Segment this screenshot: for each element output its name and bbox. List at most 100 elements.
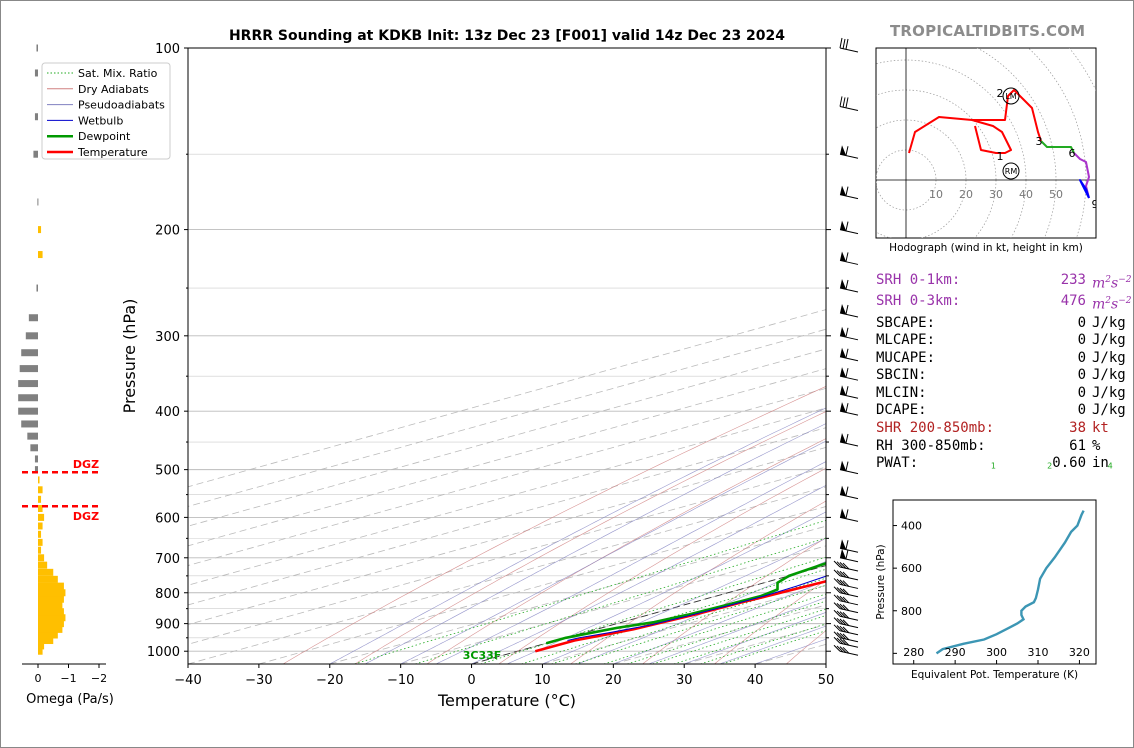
- omega-bar: [28, 314, 38, 322]
- omega-bar: [37, 198, 39, 206]
- omega-bar: [38, 631, 58, 639]
- index-row: SBCIN: 0 J/kg: [876, 367, 1131, 385]
- pseudoadiabat: [435, 461, 826, 664]
- barb-feather: [833, 636, 841, 644]
- hodograph-area: 10 20 30 40 50 1 2 3 6 9 RM LM: [876, 48, 1096, 238]
- index-label: SBCAPE:: [876, 314, 936, 331]
- omega-bar: [21, 349, 38, 357]
- dewpoint-profile: [545, 561, 826, 645]
- index-value: 233: [1060, 272, 1086, 288]
- theta-e-profile: [935, 510, 1085, 655]
- barb-feather: [845, 348, 849, 358]
- barb-feather: [845, 386, 849, 396]
- barb-feather: [839, 587, 847, 595]
- barb-flag: [840, 251, 846, 262]
- wind-barb: [833, 578, 859, 589]
- y-tick-label: 900: [155, 618, 180, 633]
- index-label: RH 300-850mb:: [876, 437, 986, 454]
- barb-staff: [839, 259, 859, 265]
- pseudoadiabat: [400, 440, 826, 664]
- index-value: 0: [1077, 367, 1086, 384]
- wind-barb: [833, 594, 859, 606]
- barb-staff: [839, 356, 859, 362]
- wind-barb: [839, 220, 859, 235]
- barb-feather: [836, 578, 844, 586]
- barb-feather: [833, 644, 841, 652]
- index-row: RH 300-850mb: 61%: [876, 438, 1131, 456]
- pseudoadiabat: [684, 612, 826, 664]
- barb-feather: [842, 633, 850, 641]
- omega-bar: [30, 444, 38, 452]
- wind-barb: [839, 279, 859, 293]
- barb-flag: [840, 548, 846, 559]
- barb-feather: [833, 569, 841, 577]
- barb-feather: [842, 580, 850, 587]
- dry-adiabat: [354, 411, 826, 664]
- x-tick-label: −10: [387, 673, 414, 688]
- surface-label: 3C33F: [463, 649, 502, 662]
- barb-feather: [845, 327, 849, 337]
- barb-feather: [839, 37, 843, 49]
- x-tick-label: −40: [174, 673, 201, 688]
- y-tick-label: 200: [155, 224, 180, 239]
- mixing-ratio-line: [415, 537, 826, 664]
- hodo-ring-label: 40: [1019, 188, 1033, 201]
- theta-e-x-tick-label: 280: [903, 646, 924, 659]
- wind-barb: [839, 251, 859, 265]
- wind-barb: [839, 304, 859, 318]
- barb-feather: [836, 637, 844, 645]
- barb-feather: [845, 146, 849, 156]
- hodo-height-label: 6: [1069, 147, 1076, 160]
- barb-feather: [842, 638, 850, 646]
- barb-flag: [840, 402, 846, 413]
- legend: Sat. Mix. Ratio Dry Adiabats Pseudoadiabat…: [41, 62, 171, 160]
- isotherm-line: [188, 348, 826, 527]
- theta-e-x-tick-label: 320: [1069, 646, 1090, 659]
- y-tick-label: 400: [155, 405, 180, 420]
- barb-feather: [839, 638, 847, 645]
- pseudoadiabat: [471, 484, 826, 664]
- x-axis-label: Temperature (°C): [437, 691, 576, 710]
- hodo-marker-label: LM: [1005, 92, 1016, 101]
- barb-staff: [839, 393, 859, 399]
- pseudoadiabat: [648, 597, 826, 664]
- index-row: SRH 0-3km: 476 m2s−2: [876, 293, 1131, 314]
- wind-barb: [839, 96, 859, 111]
- barb-feather: [833, 560, 841, 568]
- theta-e-frame: [892, 499, 1097, 665]
- barb-feather: [845, 549, 849, 559]
- barb-staff: [839, 194, 859, 200]
- barb-feather: [842, 571, 850, 579]
- omega-bar: [38, 554, 45, 562]
- mixing-ratio-label: 1: [991, 462, 996, 471]
- y-tick-label: 1000: [147, 645, 180, 660]
- omega-bar: [18, 380, 38, 388]
- hodo-segment: [1079, 179, 1090, 199]
- barb-feather: [839, 646, 847, 653]
- omega-bar: [38, 538, 43, 546]
- barb-feather: [842, 38, 846, 50]
- y-axis-label: Pressure (hPa): [120, 299, 139, 414]
- hodo-marker-ring: [1002, 162, 1020, 180]
- pseudoadiabat: [506, 511, 826, 664]
- barb-feather: [842, 626, 850, 634]
- wind-barb: [833, 631, 859, 643]
- omega-bar: [25, 332, 38, 340]
- index-unit: %: [1092, 437, 1101, 454]
- barb-staff: [839, 547, 859, 553]
- omega-bar: [38, 647, 43, 655]
- barb-feather: [836, 625, 844, 632]
- index-unit: J/kg: [1092, 402, 1126, 419]
- barb-staff: [839, 469, 859, 475]
- barb-feather: [839, 611, 847, 618]
- barb-staff: [839, 153, 859, 159]
- theta-e-x-tick-label: 310: [1028, 646, 1049, 659]
- omega-bar: [38, 595, 64, 603]
- wind-barb: [839, 185, 859, 200]
- wind-barb: [839, 433, 859, 447]
- x-tick-label: 50: [818, 673, 835, 688]
- barb-feather: [836, 617, 844, 625]
- barb-feather: [845, 279, 849, 290]
- omega-bar: [38, 251, 43, 259]
- barb-staff: [839, 335, 859, 341]
